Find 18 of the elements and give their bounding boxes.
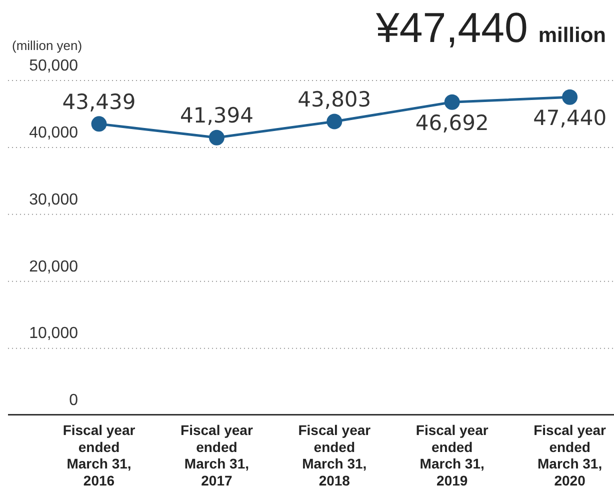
data-label: 47,440 <box>533 106 607 130</box>
y-tick-label: 20,000 <box>29 258 78 276</box>
data-label: 41,394 <box>180 104 254 128</box>
x-tick-label: Fiscal year ended March 31, 2020 <box>534 422 607 488</box>
y-tick-label: 0 <box>69 392 78 410</box>
x-tick-label: Fiscal year ended March 31, 2018 <box>298 422 372 488</box>
chart-title: ¥47,440 million <box>376 4 606 51</box>
y-axis-title: (million yen) <box>12 38 82 53</box>
x-tick-label: Fiscal year ended March 31, 2016 <box>62 422 136 488</box>
data-label: 43,803 <box>298 87 372 112</box>
y-tick-label: 50,000 <box>29 57 78 74</box>
y-tick-label: 10,000 <box>29 325 78 342</box>
y-tick-label: 40,000 <box>29 124 78 142</box>
x-tick-label: Fiscal year ended March 31, 2017 <box>180 422 254 488</box>
y-tick-label: 30,000 <box>29 191 78 208</box>
data-label: 46,692 <box>415 111 489 136</box>
data-label: 43,439 <box>62 90 136 114</box>
x-tick-label: Fiscal year ended March 31, 2019 <box>416 422 489 488</box>
